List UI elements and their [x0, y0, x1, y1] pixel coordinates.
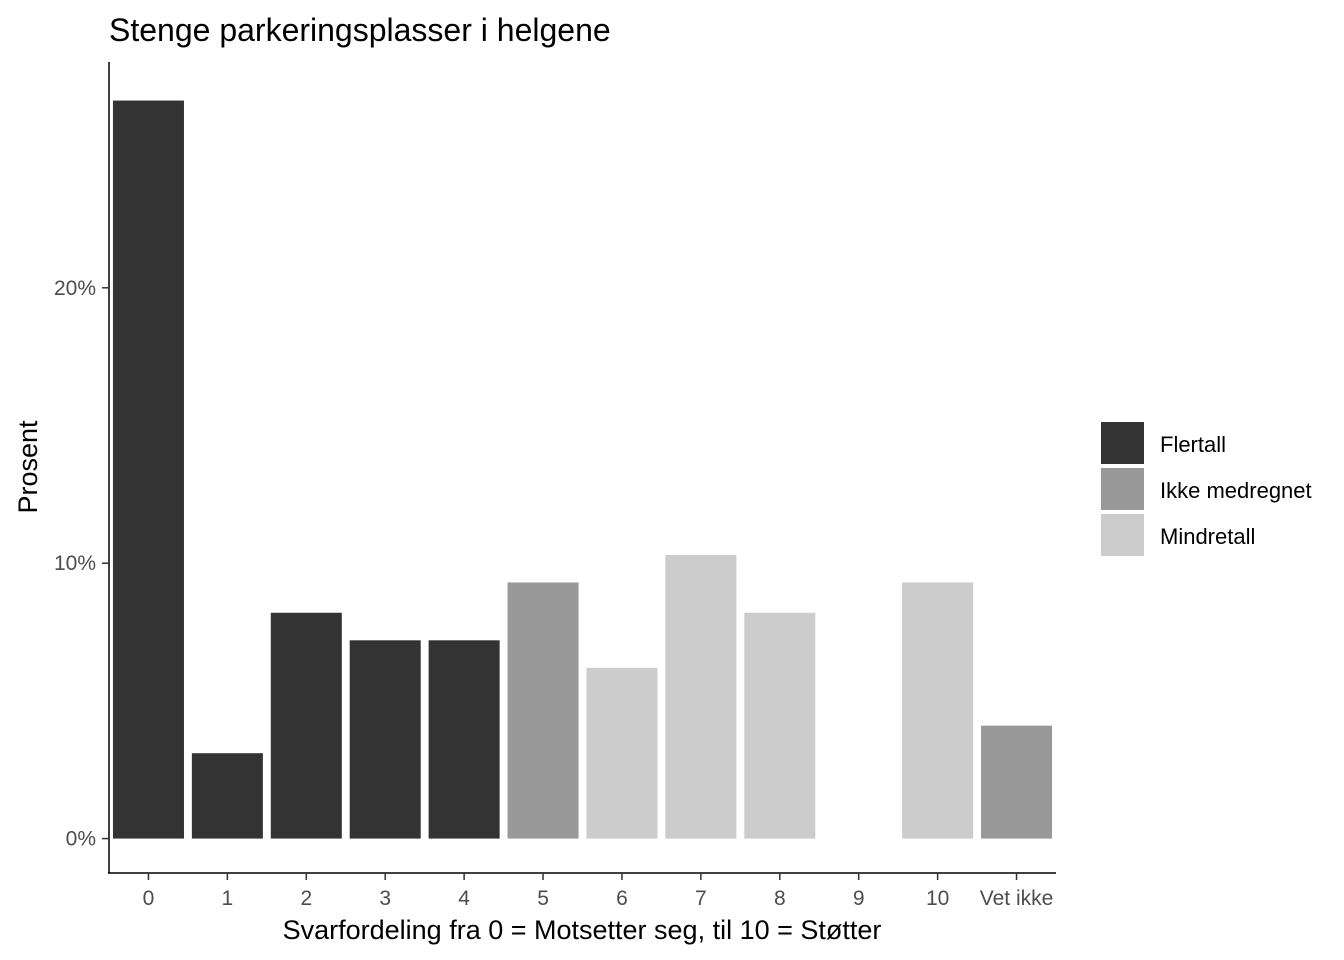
y-tick-label: 0%: [66, 828, 96, 851]
x-axis-ticks: 0 1 2 3 4 5 6 7 8 9 10 Vet ikke: [143, 873, 1054, 910]
bar-5: [507, 582, 579, 839]
y-axis-ticks: 0% 10% 20%: [54, 277, 109, 851]
x-tick-label: 8: [774, 887, 786, 910]
bar-7: [665, 554, 737, 839]
bar-2: [270, 612, 342, 839]
legend-swatch: [1101, 514, 1144, 556]
legend-swatch: [1101, 468, 1144, 510]
x-axis-title: Svarfordeling fra 0 = Motsetter seg, til…: [283, 915, 882, 945]
x-tick-label: Vet ikke: [980, 887, 1054, 910]
y-tick-label: 10%: [54, 552, 96, 575]
x-tick-label: 1: [222, 887, 234, 910]
bar-3: [349, 640, 421, 839]
x-tick-label: 9: [853, 887, 865, 910]
bar-8: [744, 612, 816, 839]
bar-10: [902, 582, 974, 839]
legend-label: Ikke medregnet: [1160, 478, 1312, 503]
bars-group: [112, 100, 1053, 839]
y-tick-label: 20%: [54, 277, 96, 300]
x-tick-label: 10: [926, 887, 949, 910]
x-tick-label: 2: [300, 887, 312, 910]
bar-0: [112, 100, 184, 839]
legend-label: Mindretall: [1160, 524, 1255, 549]
legend: Flertall Ikke medregnet Mindretall: [1101, 422, 1312, 556]
x-tick-label: 5: [537, 887, 549, 910]
legend-swatch: [1101, 422, 1144, 464]
x-tick-label: 6: [616, 887, 628, 910]
chart-title: Stenge parkeringsplasser i helgene: [109, 12, 611, 48]
x-tick-label: 3: [379, 887, 391, 910]
x-tick-label: 7: [695, 887, 707, 910]
x-tick-label: 0: [143, 887, 155, 910]
bar-4: [428, 640, 500, 839]
bar-vet-ikke: [981, 725, 1053, 839]
bar-1: [191, 753, 263, 839]
bar-6: [586, 667, 658, 839]
y-axis-title: Prosent: [13, 420, 43, 514]
legend-label: Flertall: [1160, 432, 1226, 457]
x-tick-label: 4: [458, 887, 470, 910]
